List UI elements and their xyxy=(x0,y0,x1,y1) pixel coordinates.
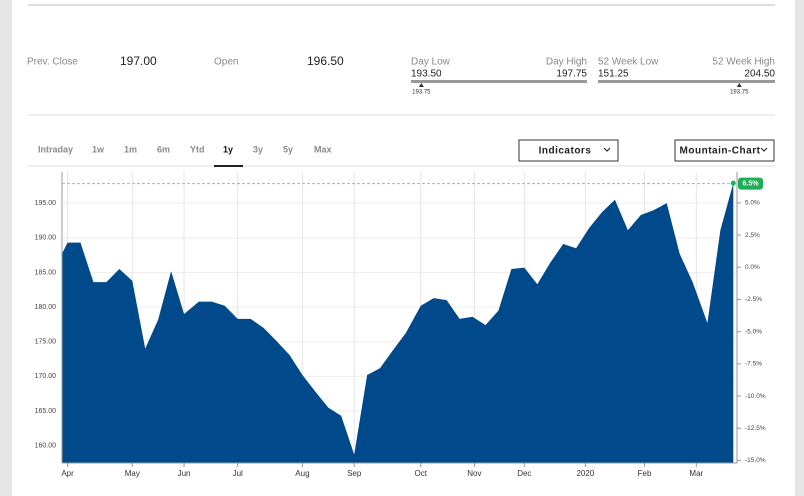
range-marker xyxy=(418,83,424,87)
range-label: Day Low xyxy=(411,57,451,68)
y-tick-label: 190.00 xyxy=(35,235,57,242)
range-label: Day High xyxy=(546,57,587,68)
y2-tick-label: -15.0% xyxy=(745,457,766,464)
button-label[interactable]: Indicators xyxy=(539,146,592,157)
x-tick-label: Apr xyxy=(61,469,74,478)
y-tick-label: 175.00 xyxy=(35,339,57,346)
tab[interactable]: Ytd xyxy=(190,144,205,154)
x-tick-label: Jul xyxy=(233,469,243,478)
y2-tick-label: -7.5% xyxy=(745,361,762,368)
x-tick-label: Dec xyxy=(517,469,531,478)
x-tick-label: Jun xyxy=(178,469,191,478)
x-tick-label: Aug xyxy=(295,469,309,478)
x-tick-label: Feb xyxy=(638,469,652,478)
tab[interactable]: 1w xyxy=(92,144,105,154)
range-bar xyxy=(598,80,775,83)
range-marker xyxy=(736,83,742,87)
tab[interactable]: Intraday xyxy=(38,144,73,154)
tab[interactable]: 1y xyxy=(223,144,233,154)
range-value: 204.50 xyxy=(744,69,775,80)
range-value: 193.50 xyxy=(411,69,442,80)
y-tick-label: 180.00 xyxy=(35,304,57,311)
tab[interactable]: 1m xyxy=(124,144,137,154)
range-bar xyxy=(411,80,587,83)
y2-tick-label: -12.5% xyxy=(745,425,766,432)
change-label: 6.5% xyxy=(743,180,760,187)
y2-tick-label: 2.5% xyxy=(745,232,760,239)
range-current: 193.75 xyxy=(730,90,749,96)
x-tick-label: May xyxy=(125,469,140,478)
tab[interactable]: 3y xyxy=(253,144,263,154)
stat-value: 197.00 xyxy=(120,54,157,68)
change-badge xyxy=(738,177,763,190)
range-value: 151.25 xyxy=(598,69,629,80)
chevron xyxy=(603,147,611,152)
tab[interactable]: Max xyxy=(314,144,332,154)
y2-tick-label: -5.0% xyxy=(745,328,762,335)
tab[interactable]: 6m xyxy=(157,144,170,154)
y2-tick-label: 5.0% xyxy=(745,200,760,207)
indicators-button[interactable] xyxy=(518,139,619,162)
y-tick-label: 160.00 xyxy=(35,443,57,450)
y-tick-label: 165.00 xyxy=(35,408,57,415)
range-label: 52 Week High xyxy=(712,57,775,68)
range-current: 193.75 xyxy=(412,90,431,96)
tab[interactable]: 5y xyxy=(283,144,293,154)
stat-label: Prev. Close xyxy=(27,57,78,68)
range-value: 197.75 xyxy=(556,69,587,80)
y2-tick-label: 0.0% xyxy=(745,264,760,271)
x-tick-label: Sep xyxy=(347,469,362,478)
y-tick-label: 185.00 xyxy=(35,269,57,276)
y-tick-label: 195.00 xyxy=(35,200,57,207)
chart-type-button[interactable] xyxy=(674,139,775,162)
x-tick-label: Oct xyxy=(415,469,428,478)
last-point xyxy=(730,180,736,186)
y2-tick-label: -2.5% xyxy=(745,296,762,303)
buttons: Indicators Mountain-Chart xyxy=(518,139,775,162)
x-tick-label: 2020 xyxy=(576,469,594,478)
area xyxy=(62,183,734,464)
y-tick-label: 170.00 xyxy=(35,373,57,380)
y2-tick-label: -10.0% xyxy=(745,393,766,400)
x-tick-label: Mar xyxy=(689,469,703,478)
button-label[interactable]: Mountain-Chart xyxy=(680,146,761,157)
stat-value: 196.50 xyxy=(307,54,344,68)
x-tick-label: Nov xyxy=(467,469,481,478)
chevron xyxy=(760,147,768,152)
range-label: 52 Week Low xyxy=(598,57,659,68)
stat-label: Open xyxy=(214,57,238,68)
